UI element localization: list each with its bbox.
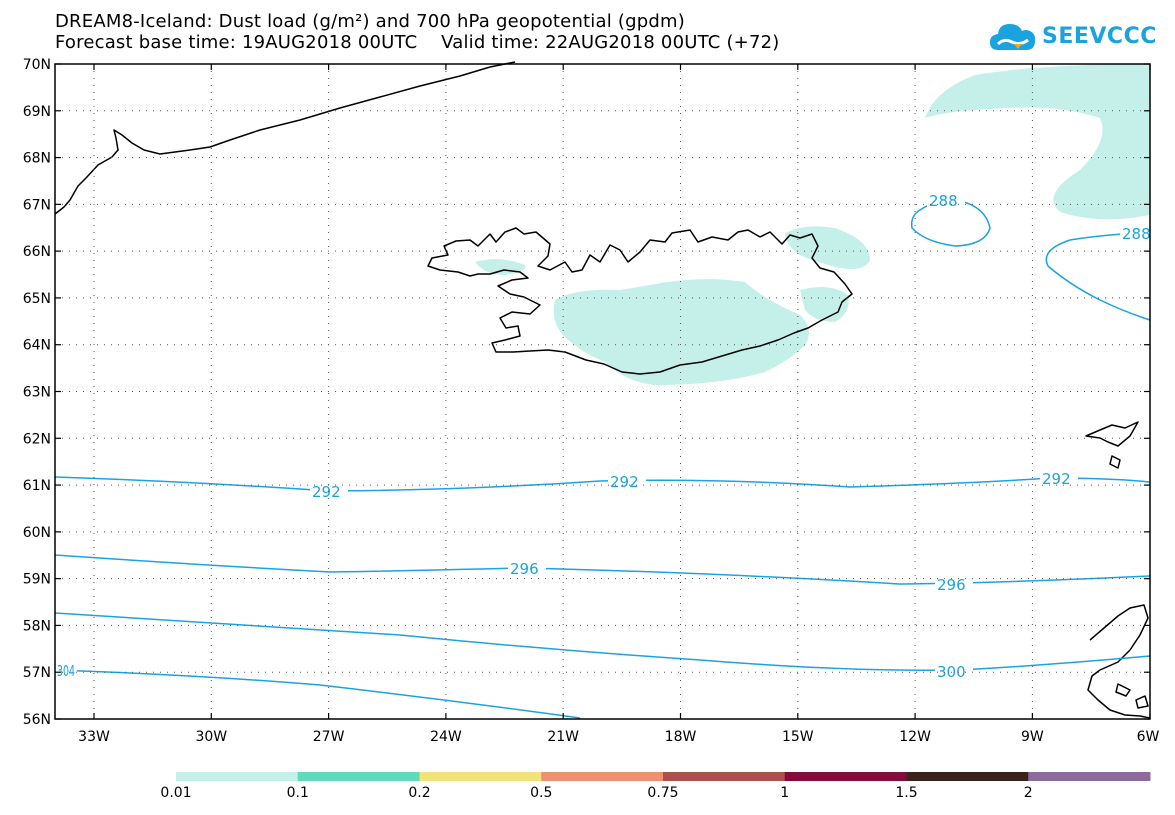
colorbar-label: 0.01 (160, 785, 192, 801)
lat-lon-grid (55, 64, 1150, 719)
lat-label: 61N (23, 478, 51, 494)
latitude-labels: 70N 69N 68N 67N 66N 65N 64N 63N 62N 61N 60N 59N 58N 5… (23, 57, 51, 728)
contour-label-292-b: 292 (610, 473, 639, 491)
colorbar-label: 1.5 (895, 785, 918, 801)
lon-label: 24W (430, 729, 462, 745)
lat-label: 60N (23, 525, 51, 541)
lon-label: 6W (1137, 729, 1160, 745)
lat-label: 62N (23, 431, 51, 447)
lat-label: 58N (23, 618, 51, 634)
contour-label-292-a: 292 (312, 483, 341, 501)
colorbar-label: 2 (1023, 785, 1033, 801)
lon-label: 30W (195, 729, 227, 745)
lat-label: 59N (23, 572, 51, 588)
seevccc-logo: SEEVCCC (988, 18, 1156, 60)
colorbar-swatch (176, 772, 299, 781)
colorbar-swatch (1028, 772, 1151, 781)
contour-label-304: 304 (57, 662, 75, 680)
lat-label: 66N (23, 244, 51, 260)
lat-label: 69N (23, 104, 51, 120)
contour-label-296-b: 296 (937, 576, 966, 594)
lat-label: 68N (23, 151, 51, 167)
colorbar-label: 0.5 (530, 785, 553, 801)
lat-label: 70N (23, 57, 51, 73)
lon-label: 12W (899, 729, 931, 745)
colorbar-swatch (541, 772, 664, 781)
lat-label: 65N (23, 291, 51, 307)
coastline (54, 61, 1151, 719)
axis-ticks (55, 63, 1151, 720)
geopotential-contours (54, 199, 1151, 719)
logo-text: SEEVCCC (1042, 24, 1157, 49)
colorbar-swatch (784, 772, 907, 781)
lon-label: 21W (547, 729, 579, 745)
lon-label: 15W (782, 729, 814, 745)
colorbar-label: 0.1 (286, 785, 309, 801)
longitude-labels: 33W 30W 27W 24W 21W 18W 15W 12W 9W 6W (78, 729, 1159, 745)
contour-label-296-a: 296 (510, 560, 539, 578)
map-title: DREAM8-Iceland: Dust load (g/m²) and 700… (55, 11, 685, 32)
lat-label: 64N (23, 338, 51, 354)
colorbar-swatch (663, 772, 786, 781)
cloud-icon (990, 24, 1036, 50)
lon-label: 33W (78, 729, 110, 745)
colorbar (176, 772, 1151, 781)
map-subtitle-times: Forecast base time: 19AUG2018 00UTC Vali… (55, 32, 780, 53)
lon-label: 27W (313, 729, 345, 745)
contour-label-292-c: 292 (1042, 470, 1071, 488)
colorbar-label: 0.75 (647, 785, 679, 801)
lat-label: 57N (23, 665, 51, 681)
lon-label: 18W (665, 729, 697, 745)
contour-label-288-a: 288 (929, 192, 958, 210)
lon-label: 9W (1021, 729, 1044, 745)
lat-label: 67N (23, 197, 51, 213)
colorbar-label: 1 (780, 785, 790, 801)
colorbar-label: 0.2 (408, 785, 431, 801)
map-frame (54, 63, 1151, 720)
lat-label: 63N (23, 385, 51, 401)
lat-label: 56N (23, 712, 51, 728)
colorbar-swatch (906, 772, 1029, 781)
colorbar-swatch (297, 772, 420, 781)
dust-load-area (475, 64, 1150, 385)
contour-label-288-b: 288 (1122, 225, 1151, 243)
contour-labels: 292 292 292 296 296 288 288 300 304 (55, 192, 1151, 681)
colorbar-swatch (419, 772, 542, 781)
